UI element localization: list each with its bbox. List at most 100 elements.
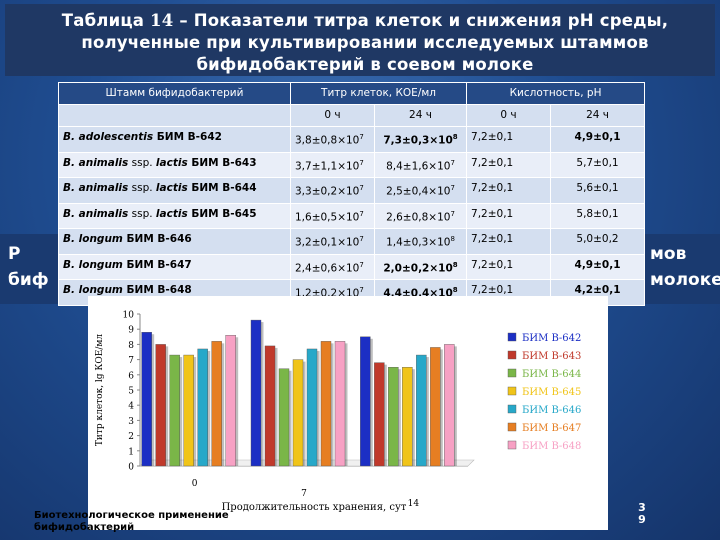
bar: [169, 354, 180, 467]
ph-0h-value: 7,2±0,1: [471, 131, 514, 143]
bar-side: [426, 357, 429, 466]
legend-swatch: [507, 368, 517, 378]
legend-label: БИМ В-646: [522, 405, 581, 416]
page-number-digit-1: 3: [638, 501, 646, 514]
titer-0h-cell: 1,6±0,5×107: [290, 202, 375, 229]
y-tick-label: 1: [128, 447, 134, 457]
bar: [211, 341, 222, 467]
legend-swatch: [507, 386, 517, 396]
subheader-blank: [58, 104, 291, 127]
bar-side: [179, 357, 183, 466]
bar-side: [384, 364, 387, 466]
bar: [155, 344, 166, 467]
y-tick-label: 8: [128, 341, 134, 351]
table-row: B. animalis ssp. lactis БИМ В-645 1,6±0,5…: [58, 202, 646, 229]
bg-text-right-2: молоке: [650, 270, 720, 290]
bar: [374, 362, 385, 467]
bar: [444, 344, 455, 467]
strain-code: БИМ В-648: [122, 284, 192, 296]
strain-subsp: ssp.: [128, 182, 156, 194]
y-tick-label: 3: [128, 417, 134, 427]
table-row: B. animalis ssp. lactis БИМ В-644 3,3±0,2…: [58, 177, 646, 204]
strain-table: Штамм бифидобактерий Титр клеток, КОЕ/мл…: [58, 82, 646, 306]
titer-0h-cell: 3,7±1,1×107: [290, 151, 375, 178]
table-row: B. animalis ssp. lactis БИМ В-643 3,7±1,1…: [58, 151, 646, 178]
strain-species: B. animalis: [63, 156, 129, 169]
ph-0h-value: 7,2±0,1: [471, 156, 514, 169]
strain-subspecies-name: lactis: [155, 156, 188, 169]
titer-0h-value: 3,8±0,8×10: [295, 134, 360, 147]
ph-24h-value: 5,7±0,1: [576, 156, 619, 169]
ph-24h-cell: 4,9±0,1: [550, 126, 646, 153]
bar-side: [331, 343, 334, 466]
titer-0h-cell: 3,3±0,2×107: [290, 177, 375, 204]
y-tick-label: 9: [128, 326, 134, 336]
titer-24h-value: 2,5±0,4×10: [386, 185, 451, 198]
legend-swatch: [507, 350, 517, 360]
titer-24h-value: 2,6±0,8×10: [386, 211, 451, 223]
titer-0h-exponent: 7: [359, 158, 364, 167]
footer-line-2: бифидобактерий: [34, 522, 135, 533]
strain-cell: B. animalis ssp. lactis БИМ В-643: [58, 151, 291, 178]
bar: [402, 366, 413, 467]
slide-title: Таблица 14 – Показатели титра клеток и с…: [15, 10, 715, 76]
titer-0h-value: 3,7±1,1×10: [295, 160, 360, 172]
titer-24h-value: 2,0±0,2×10: [383, 262, 453, 274]
bar-side: [193, 357, 197, 466]
titer-24h-exponent: 8: [452, 133, 458, 141]
header-strain: Штамм бифидобактерий: [58, 82, 291, 105]
legend-label: БИМ В-643: [522, 351, 581, 362]
bar-side: [207, 350, 211, 466]
legend-label: БИМ В-647: [522, 423, 581, 434]
legend-swatch: [507, 404, 517, 414]
strain-subspecies-name: lactis: [155, 182, 188, 194]
ph-24h-value: 4,2±0,1: [574, 284, 621, 296]
header-titer: Титр клеток, КОЕ/мл: [289, 82, 468, 105]
ph-24h-value: 4,9±0,1: [574, 258, 621, 271]
bar: [388, 366, 399, 467]
bg-text-left-2: биф: [8, 270, 49, 290]
bar-side: [275, 347, 278, 466]
ph-24h-cell: 5,7±0,1: [550, 151, 646, 178]
ph-24h-value: 4,9±0,1: [574, 131, 621, 143]
legend-label: БИМ В-642: [522, 333, 581, 344]
strain-code: БИМ В-644: [187, 182, 257, 194]
bar: [183, 354, 194, 467]
strain-code: БИМ В-645: [187, 207, 257, 220]
bar-side: [289, 370, 292, 466]
bar-side: [261, 322, 264, 466]
legend-label: БИМ В-648: [522, 441, 581, 452]
ph-24h-value: 5,8±0,1: [576, 207, 619, 220]
bar-side: [398, 369, 401, 466]
table-row: B. longum БИМ В-647 2,4±0,6×107 2,0±0,2×10…: [58, 253, 646, 280]
legend-swatch: [507, 440, 517, 450]
titer-0h-cell: 3,2±0,1×107: [290, 228, 375, 255]
table-row: B. adolescentis БИМ В-642 3,8±0,8×107 7,3±…: [58, 126, 646, 153]
subheader-ph-24h: 24 ч: [550, 104, 646, 127]
bar-side: [317, 350, 320, 466]
bar-side: [440, 349, 443, 466]
bar: [250, 319, 262, 467]
page-number-digit-2: 9: [638, 513, 646, 526]
bar-side: [303, 361, 306, 466]
subheader-titer-24h: 24 ч: [373, 104, 468, 127]
bar: [225, 335, 236, 467]
bar: [320, 341, 332, 467]
titer-0h-value: 3,3±0,2×10: [295, 185, 360, 198]
titer-24h-exponent: 8: [452, 260, 458, 269]
ph-0h-value: 7,2±0,1: [471, 182, 514, 194]
y-tick-label: 0: [128, 463, 134, 473]
y-tick-label: 10: [123, 311, 135, 321]
titer-24h-value: 7,3±0,3×10: [383, 134, 453, 147]
bg-text-left-1: Р: [8, 244, 21, 264]
bar-side: [235, 337, 239, 466]
titer-0h-exponent: 7: [359, 260, 364, 269]
titer-24h-exponent: 8: [450, 235, 455, 243]
titer-0h-exponent: 7: [359, 286, 364, 294]
ph-0h-cell: 7,2±0,1: [466, 151, 552, 178]
bar-side: [412, 369, 415, 466]
bar: [360, 336, 371, 467]
bar-side: [165, 346, 169, 466]
y-tick-label: 4: [128, 402, 134, 412]
subheader-titer-0h: 0 ч: [290, 104, 375, 127]
